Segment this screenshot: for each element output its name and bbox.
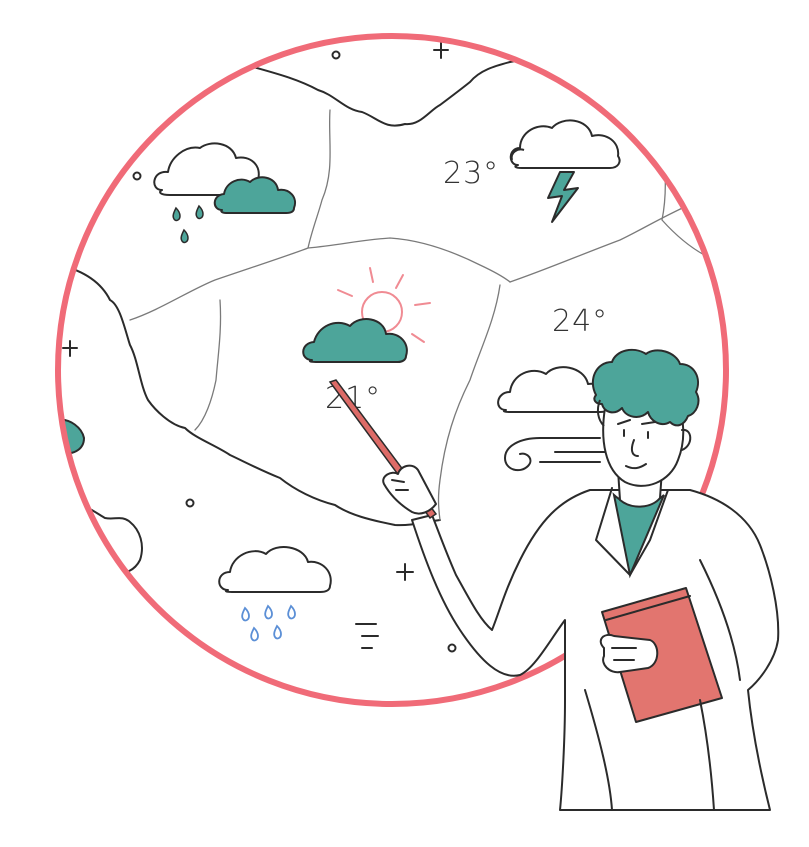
temp-east: 24° [552,304,608,339]
clipboard [601,587,723,723]
fog-icon [355,623,379,649]
forecaster [328,348,780,811]
coastline-left [59,264,441,527]
forecaster-hair [591,348,700,427]
forecaster-coat [411,489,780,811]
wind-icon [504,437,611,472]
map-ring [55,33,729,707]
holding-hand [599,634,659,674]
coastline-southwest [69,499,143,574]
cloudy-icon [497,366,612,413]
map-decorations [62,42,457,653]
rain-cloud-bottom-icon [218,546,332,642]
rain-cloud-icon [153,142,296,244]
thunderstorm-cloud-icon [509,119,621,223]
pointing-hand [382,464,437,515]
partly-sunny-icon [302,267,431,363]
coastline-top [229,55,561,127]
temp-north: 23° [443,156,499,191]
